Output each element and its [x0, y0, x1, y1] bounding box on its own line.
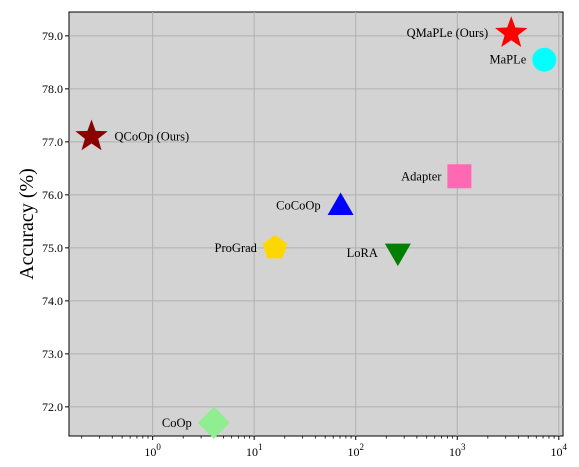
label-adapter: Adapter — [401, 169, 442, 183]
label-prograd: ProGrad — [215, 241, 258, 255]
x-tick-label: 102 — [347, 442, 364, 459]
label-maple: MaPLe — [489, 53, 526, 67]
y-tick-label: 72.0 — [42, 400, 63, 414]
y-axis-title: Accuracy (%) — [16, 168, 38, 280]
marker-coop — [197, 406, 230, 439]
axis-ticks: 72.0 73.0 74.0 75.0 76.0 77.0 78.0 79.0 100 101 10… — [42, 29, 568, 459]
plot-area — [68, 11, 564, 437]
x-tick-label: 100 — [144, 442, 161, 459]
marker-qmaple-ours — [495, 16, 528, 47]
y-tick-label: 77.0 — [42, 135, 63, 149]
marker-qcoop-ours — [75, 119, 108, 151]
label-cocoop: CoCoOp — [276, 198, 320, 212]
y-tick-label: 73.0 — [42, 347, 63, 361]
y-tick-label: 79.0 — [42, 29, 63, 43]
y-tick-label: 76.0 — [42, 188, 63, 202]
x-tick-label: 104 — [551, 442, 568, 459]
marker-cocoop — [327, 192, 354, 215]
y-tick-label: 78.0 — [42, 82, 63, 96]
label-lora: LoRA — [347, 246, 378, 260]
marker-lora — [384, 243, 411, 267]
y-tick-label: 74.0 — [42, 294, 63, 308]
grid-lines — [69, 12, 563, 436]
label-qmaple-ours: QMaPLe (Ours) — [407, 26, 489, 40]
marker-prograd — [262, 234, 288, 259]
data-points: QMaPLe (Ours)MaPLe QCoOp (Ours) Adapter CoC… — [75, 16, 557, 439]
y-tick-label: 75.0 — [42, 241, 63, 255]
label-coop: CoOp — [162, 416, 192, 430]
label-qcoop-ours: QCoOp (Ours) — [115, 130, 190, 144]
x-tick-label: 101 — [246, 442, 262, 459]
marker-maple — [532, 47, 557, 72]
marker-adapter — [447, 164, 472, 189]
x-tick-label: 103 — [449, 442, 466, 459]
